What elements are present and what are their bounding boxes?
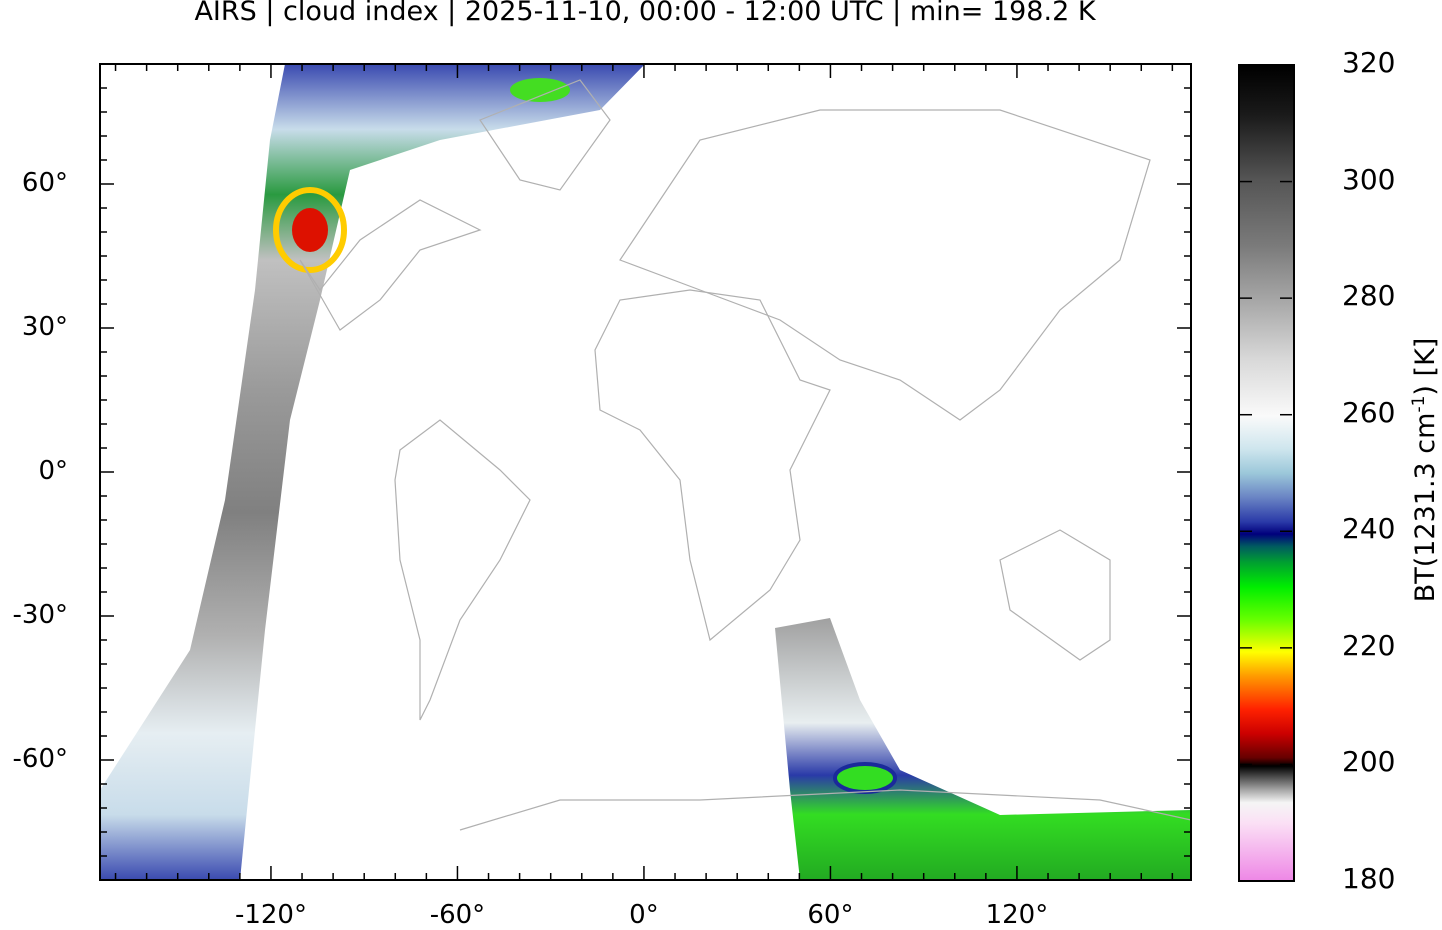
colorbar-tick-label: 320: [1342, 46, 1396, 79]
colorbar-ticks: [1240, 180, 1292, 766]
colorbar-tick-label: 220: [1342, 628, 1396, 662]
lat-tick-label: -30°: [12, 600, 68, 630]
colorbar-tick-label: 200: [1342, 745, 1396, 779]
coastlines: [299, 79, 1192, 831]
swath-south-indian: [775, 618, 1191, 880]
colorbar: [1238, 64, 1295, 882]
colorbar-label: BT(1231.3 cm-1) [K]: [1409, 337, 1441, 603]
axis-ticks: [100, 64, 1191, 880]
colorbar-tick-label: 300: [1342, 162, 1396, 196]
lon-tick-label: 120°: [985, 900, 1049, 930]
lat-tick-label: 30°: [21, 312, 68, 342]
colorbar-tick-label: 180: [1342, 862, 1396, 895]
colorbar-tick-label: 280: [1342, 279, 1396, 313]
lat-tick-label: 60°: [21, 168, 68, 198]
colorbar-tick-label: 240: [1342, 512, 1396, 546]
colorbar-tick-label: 260: [1342, 395, 1396, 429]
swath-west: [100, 64, 645, 880]
lon-tick-label: -120°: [234, 900, 307, 930]
lat-tick-label: -60°: [12, 744, 68, 774]
lon-tick-label: 0°: [629, 900, 659, 930]
lat-tick-label: 0°: [38, 456, 68, 486]
lon-tick-label: 60°: [807, 900, 854, 930]
storm-cell: [292, 208, 328, 252]
plot-title: AIRS | cloud index | 2025-11-10, 00:00 -…: [194, 0, 1096, 27]
lon-tick-label: -60°: [429, 900, 486, 930]
